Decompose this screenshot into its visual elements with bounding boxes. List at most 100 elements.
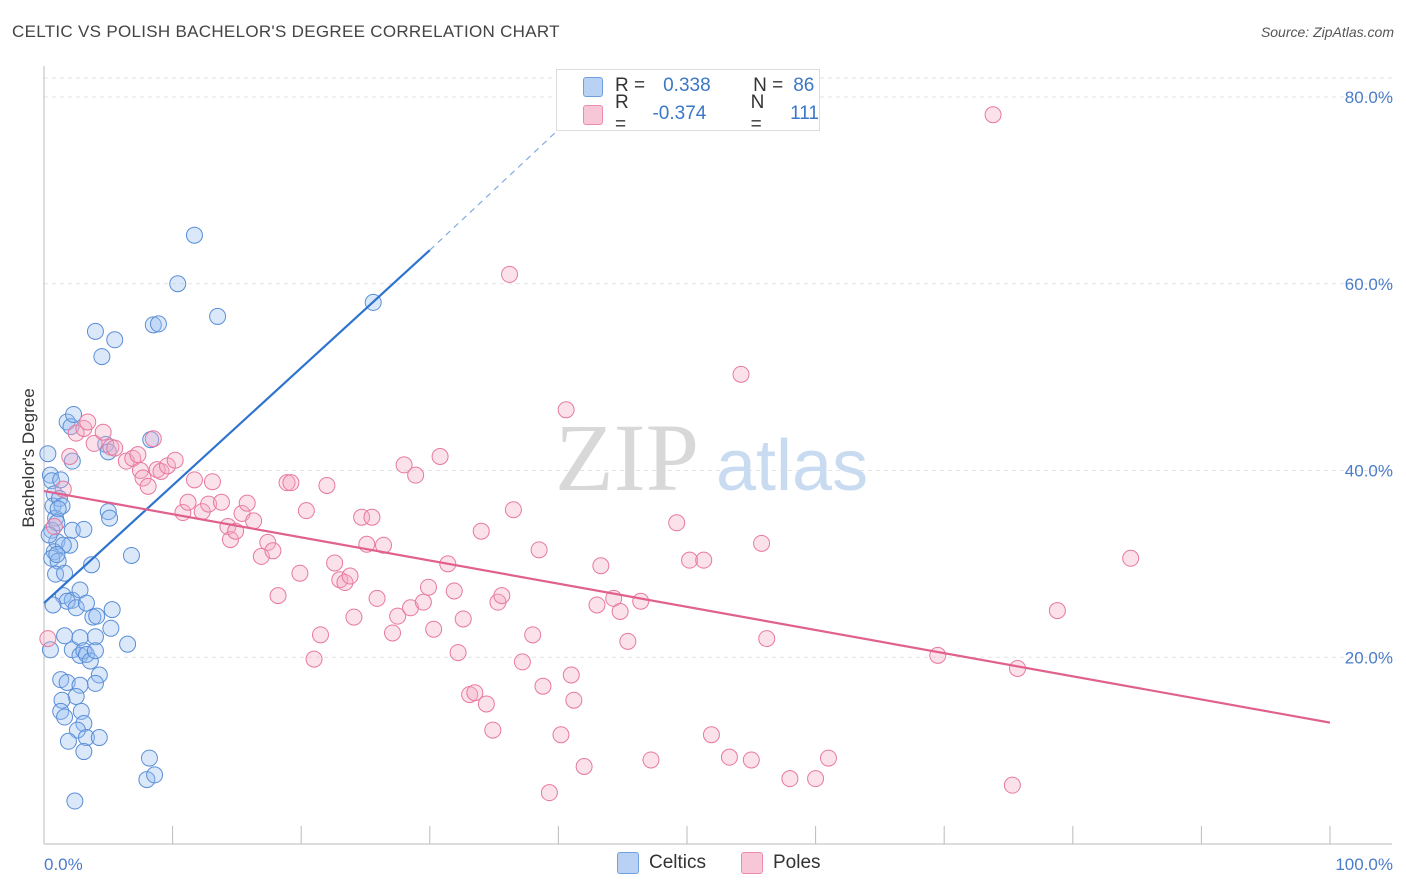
pole-point: [420, 578, 438, 596]
pole-point: [363, 508, 381, 526]
celtic-point: [75, 520, 93, 538]
pole-point: [540, 784, 558, 802]
celtic-point: [43, 472, 61, 490]
pole-point: [282, 474, 300, 492]
pole-point: [407, 466, 425, 484]
celtic-point: [67, 687, 85, 705]
celtic-point: [41, 466, 59, 484]
pole-point: [238, 494, 256, 512]
pole-point: [353, 508, 371, 526]
pole-point: [402, 599, 420, 617]
pole-point: [61, 447, 79, 465]
pole-point: [179, 493, 197, 511]
celtic-point: [103, 601, 121, 619]
pole-point: [557, 401, 575, 419]
celtic-point: [169, 275, 187, 293]
pole-point: [395, 456, 413, 474]
pole-point: [929, 646, 947, 664]
chart-title: CELTIC VS POLISH BACHELOR'S DEGREE CORRE…: [12, 22, 560, 41]
pole-point: [702, 726, 720, 744]
celtic-point: [56, 708, 74, 726]
pole-point: [278, 474, 296, 492]
celtic-point: [75, 743, 93, 761]
pole-point: [632, 592, 650, 610]
pole-point: [94, 423, 112, 441]
n-label: N =: [750, 92, 765, 135]
pole-point: [45, 518, 63, 536]
poles-swatch: [583, 105, 603, 125]
grid-lines: [44, 77, 1392, 658]
y-tick-label: 40.0%: [1345, 462, 1393, 481]
celtic-point: [86, 628, 104, 646]
celtic-point: [65, 405, 83, 423]
celtic-point: [41, 641, 59, 659]
poles-stats-row: R = -0.374 N = 111: [615, 92, 819, 135]
pole-point: [592, 557, 610, 575]
celtic-point: [61, 536, 79, 554]
pole-point: [341, 567, 359, 585]
pole-point: [513, 653, 531, 671]
pole-point: [695, 551, 713, 569]
celtics-trend-line: [43, 249, 431, 604]
celtics-stats-row: R = 0.338 N = 86: [615, 73, 814, 99]
pole-point: [39, 630, 57, 648]
watermark-zip: ZIP: [555, 404, 699, 511]
pole-point: [565, 691, 583, 709]
celtic-point: [56, 564, 74, 582]
pole-point: [297, 502, 315, 520]
pole-point: [166, 451, 184, 469]
legend-item-celtics[interactable]: Celtics: [617, 852, 706, 874]
y-tick-label: 20.0%: [1345, 648, 1393, 667]
watermark-atlas: atlas: [716, 426, 868, 506]
pole-point: [477, 695, 495, 713]
pole-point: [106, 439, 124, 457]
pole-point: [245, 512, 263, 530]
pole-point: [139, 477, 157, 495]
legend-label-poles: Poles: [773, 852, 821, 873]
celtic-point: [140, 749, 158, 767]
pole-point: [534, 677, 552, 695]
celtic-point: [58, 673, 76, 691]
celtic-point: [119, 635, 137, 653]
pole-point: [472, 522, 490, 540]
celtic-point: [86, 674, 104, 692]
legend-label-celtics: Celtics: [649, 852, 707, 873]
celtic-point: [146, 766, 164, 784]
celtic-point: [54, 536, 72, 554]
pole-point: [562, 666, 580, 684]
celtic-point: [81, 652, 99, 670]
pole-point: [575, 757, 593, 775]
celtic-point: [77, 729, 95, 747]
pole-point: [466, 684, 484, 702]
x-tick-label: 0.0%: [44, 855, 83, 874]
celtic-point: [185, 226, 203, 244]
pole-point: [414, 593, 432, 611]
n-label: N =: [753, 75, 784, 96]
celtic-point: [90, 729, 108, 747]
pole-point: [1003, 776, 1021, 794]
x-tick-label: 100.0%: [1335, 855, 1393, 874]
pole-point: [524, 626, 542, 644]
series-legend: Celtics Poles: [0, 852, 1406, 878]
pole-point: [732, 365, 750, 383]
pole-point: [85, 434, 103, 452]
legend-item-poles[interactable]: Poles: [741, 852, 821, 874]
pole-point: [345, 608, 363, 626]
celtic-point: [86, 322, 104, 340]
pole-point: [269, 587, 287, 605]
pole-point: [431, 447, 449, 465]
pole-point: [259, 533, 277, 551]
pole-point: [1122, 549, 1140, 567]
celtic-point: [67, 599, 85, 617]
pole-point: [1048, 602, 1066, 620]
axes: [43, 66, 1392, 845]
pole-point: [753, 534, 771, 552]
celtic-point: [93, 348, 111, 366]
pole-point: [742, 751, 760, 769]
poles-trend-line: [43, 489, 1331, 724]
celtic-point: [86, 642, 104, 660]
celtic-point: [75, 715, 93, 733]
pole-point: [331, 571, 349, 589]
celtic-point: [149, 315, 167, 333]
